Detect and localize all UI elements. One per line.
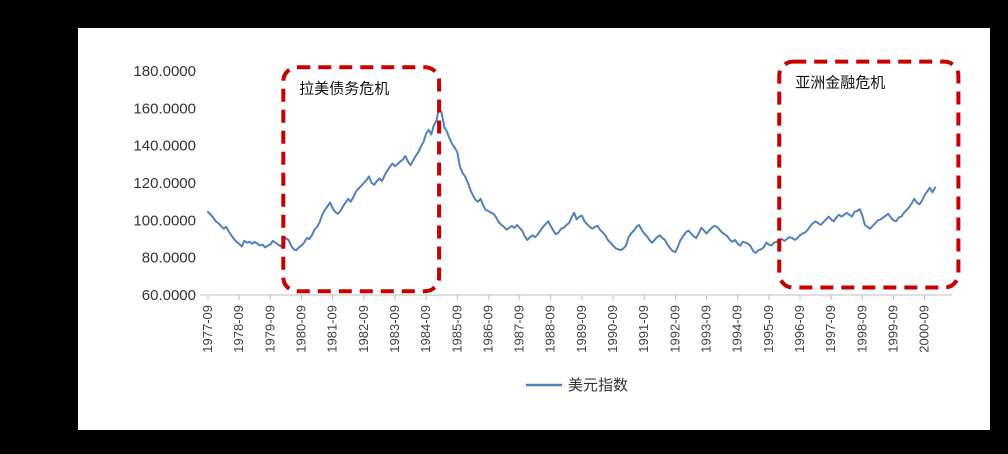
x-axis-tick-label: 1990-09: [605, 305, 620, 353]
x-axis-tick-label: 1997-09: [823, 305, 838, 353]
x-axis-tick-label: 1999-09: [885, 305, 900, 353]
x-axis-tick-label: 1988-09: [543, 305, 558, 353]
annotation-label: 亚洲金融危机: [795, 75, 885, 92]
x-axis-tick-label: 1991-09: [636, 305, 651, 353]
y-axis-tick-label: 80.0000: [142, 250, 196, 267]
y-axis-tick-label: 160.0000: [133, 100, 196, 117]
chart-panel: 180.0000 160.0000 140.0000 120.0000 100.0000…: [78, 28, 990, 430]
annotation-rect: [777, 59, 961, 290]
dollar-index-chart: 180.0000 160.0000 140.0000 120.0000 100.0000…: [133, 59, 961, 394]
legend[interactable]: 美元指数: [526, 377, 628, 394]
x-axis-tick-label: 1984-09: [418, 305, 433, 353]
legend-label: 美元指数: [568, 377, 628, 394]
y-axis-tick-label: 140.0000: [133, 138, 196, 155]
x-axis-tick-label: 1998-09: [854, 305, 869, 353]
x-axis-tick-label: 1982-09: [356, 305, 371, 353]
x-axis-tick-label: 1994-09: [730, 305, 745, 353]
y-axis-tick-label: 60.0000: [142, 287, 196, 304]
x-axis: 1977-09 1978-09 1979-09 1980-09 1981-09 1982-…: [200, 294, 952, 353]
x-axis-tick-label: 1983-09: [387, 305, 402, 353]
x-axis-tick-label: 1993-09: [699, 305, 714, 353]
x-axis-tick-label: 1978-09: [231, 305, 246, 353]
annotation-rect: [281, 65, 442, 294]
y-axis: 180.0000 160.0000 140.0000 120.0000 100.0000…: [133, 63, 196, 304]
x-axis-tick-label: 1996-09: [792, 305, 807, 353]
annotation-box: 拉美债务危机: [281, 65, 442, 294]
dollar-index-line: [207, 106, 937, 254]
x-axis-tick-label: 1987-09: [512, 305, 527, 353]
x-axis-tick-label: 1981-09: [325, 305, 340, 353]
x-axis-tick-label: 1995-09: [761, 305, 776, 353]
y-axis-tick-label: 120.0000: [133, 175, 196, 192]
y-axis-tick-label: 180.0000: [133, 63, 196, 80]
x-axis-tick-label: 1985-09: [449, 305, 464, 353]
x-axis-tick-label: 2000-09: [917, 305, 932, 353]
x-axis-tick-label: 1979-09: [262, 305, 277, 353]
x-axis-tick-label: 1977-09: [200, 305, 215, 353]
x-axis-tick-label: 1992-09: [667, 305, 682, 353]
annotation-box: 亚洲金融危机: [777, 59, 961, 290]
x-axis-tick-label: 1989-09: [574, 305, 589, 353]
y-axis-tick-label: 100.0000: [133, 212, 196, 229]
x-axis-tick-label: 1986-09: [480, 305, 495, 353]
annotation-label: 拉美债务危机: [299, 80, 389, 97]
x-axis-tick-label: 1980-09: [293, 305, 308, 353]
